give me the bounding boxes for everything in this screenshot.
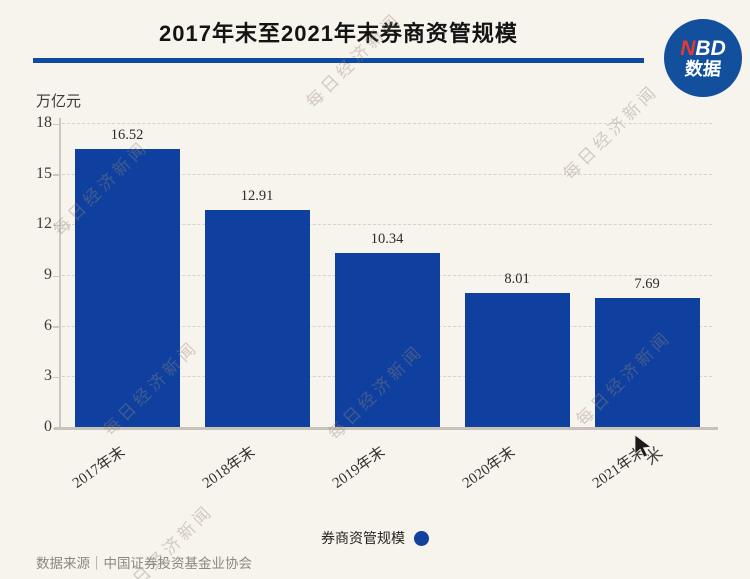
y-axis-tick-label: 18 (36, 114, 52, 131)
y-axis-tick-label: 0 (44, 418, 52, 435)
legend: 券商资管规模 (0, 528, 750, 548)
y-axis-tick-mark (53, 376, 59, 379)
y-axis-line (59, 118, 61, 428)
nbd-logo-icon: NBD 数据 (664, 19, 742, 97)
bar (334, 253, 440, 427)
legend-dot-icon (414, 530, 429, 546)
bar (204, 209, 310, 427)
y-axis-tick-mark (53, 224, 59, 227)
bar-value-label: 8.01 (504, 270, 530, 287)
watermark-text: 每日经济新闻 (559, 81, 663, 184)
gridline (62, 123, 712, 124)
x-axis-category-label: 2019年末 (329, 444, 389, 492)
nbd-logo-text: NBD (680, 36, 726, 60)
x-axis-category-label: 2017年末 (69, 444, 129, 492)
bar (464, 292, 570, 427)
nbd-logo-subtext: 数据 (683, 58, 723, 79)
data-source-note: 数据来源｜中国证券投资基金业协会 (36, 556, 252, 571)
gridline (62, 224, 712, 226)
chart-title: 2017年末至2021年末券商资管规模 (159, 21, 518, 46)
bar (74, 148, 180, 427)
y-axis-unit-label: 万亿元 (36, 93, 82, 110)
y-axis-tick-label: 15 (36, 164, 52, 182)
bar-value-label: 16.52 (110, 126, 144, 143)
bar-value-label: 7.69 (634, 276, 660, 293)
bar-value-label: 12.91 (240, 187, 274, 204)
bar (594, 298, 700, 427)
bar-value-label: 10.34 (370, 231, 404, 248)
y-axis-tick-mark (53, 174, 59, 176)
y-axis-tick-mark (53, 326, 59, 328)
y-axis-tick-label: 9 (44, 266, 52, 283)
y-axis-tick-mark (53, 123, 59, 125)
y-axis-tick-label: 12 (36, 215, 52, 233)
y-axis-tick-mark (53, 275, 59, 277)
legend-label: 券商资管规模 (321, 530, 405, 546)
title-underline (33, 58, 644, 63)
x-axis-category-label: 2020年末 (459, 444, 519, 492)
mouse-cursor-icon (633, 434, 655, 463)
y-axis-tick-label: 6 (44, 316, 52, 334)
y-axis-tick-label: 3 (44, 367, 52, 385)
x-axis-category-label: 2018年末 (199, 444, 259, 492)
x-axis-baseline (54, 427, 718, 430)
gridline (62, 173, 712, 175)
